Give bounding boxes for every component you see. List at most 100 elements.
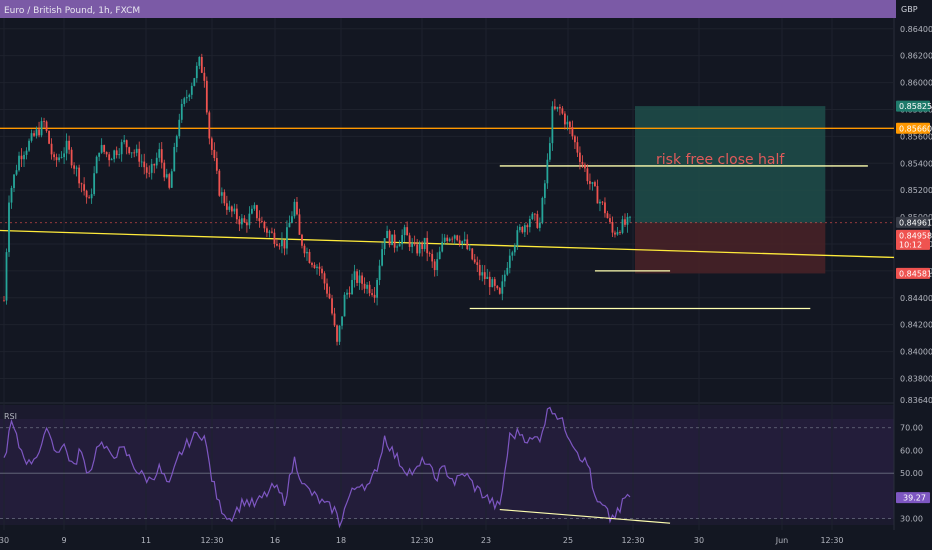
candle-body [180,103,183,120]
candle-body [624,219,626,225]
candle-body [418,243,421,254]
candle-body [491,279,494,288]
candle-body [258,218,261,222]
candle-body [396,246,399,248]
candle-body [536,214,539,228]
candle-body [511,252,514,256]
candle-body [451,238,454,240]
candle-body [476,262,479,265]
resistance-price-badge [896,122,930,134]
rsi-divergence-line[interactable] [499,508,671,524]
time-tick-label: 12:30 [200,536,223,545]
candle-body [538,222,541,228]
time-tick-label: Jun [775,536,789,545]
candle-body [448,238,451,241]
price-tick-label: 0.86000 [900,79,932,88]
candle-body [55,157,58,161]
candle-body [311,262,313,265]
candle-body [198,57,201,66]
candle-body [401,235,404,245]
annotation-risk-free[interactable]: risk free close half [656,152,785,168]
candle-body [230,206,233,212]
stop-loss-zone[interactable] [635,222,826,274]
candle-body [333,313,336,326]
candle-body [531,213,534,220]
candle-body [581,161,584,165]
candle-body [301,234,303,246]
chart-title: Euro / British Pound, 1h, FXCM [4,6,140,16]
candle-body [343,294,346,317]
candle-body [220,192,223,196]
candle-body [40,121,43,136]
candle-body [13,174,15,189]
candle-body [283,239,286,249]
time-tick-label: 30 [694,536,704,545]
candle-body [253,205,256,209]
candle-body [185,97,188,99]
position-tool[interactable] [635,106,826,274]
candle-body [165,174,168,178]
candle-body [153,164,156,166]
countdown-text: 10:12 [899,240,922,249]
candle-body [78,167,81,184]
candle-body [155,157,158,166]
candle-body [223,192,226,204]
time-tick-label: 30 [0,536,9,545]
candle-body [423,237,426,250]
last-price-b-badge [896,229,930,250]
candle-body [105,151,108,155]
candle-body [506,267,509,275]
candle-body [225,203,228,210]
candle-body [621,219,624,233]
candle-body [563,113,566,125]
candle-body [366,284,368,289]
time-tick-label: 25 [563,536,573,545]
candle-body [93,173,96,195]
time-tick-label: 16 [270,536,280,545]
candle-body [601,201,604,203]
candle-body [15,170,18,175]
currency-label: GBP [901,5,918,14]
rsi-current-text: 39.27 [903,494,926,503]
candle-body [138,148,141,162]
time-axis[interactable]: 30 9 11 12:30 16 18 12:30 23 25 12:30 30 Jun 12:30 [0,536,844,545]
price-tick-label: 0.84000 [900,348,932,357]
candle-body [626,216,629,225]
candle-body [205,80,208,113]
candle-body [551,106,554,144]
candle-body [120,142,123,155]
candle-body [503,274,506,282]
candle-body [473,259,476,263]
candle-body [143,161,146,168]
rsi-indicator [0,406,894,529]
candles [3,53,631,346]
candle-body [278,245,281,247]
take-profit-zone[interactable] [635,106,826,223]
price-tick-label: 0.83640 [900,396,932,405]
candle-body [338,325,341,342]
candle-body [358,275,361,283]
support-trendline[interactable] [0,229,895,259]
candle-body [281,239,283,247]
candle-body [58,157,60,161]
candle-body [85,190,88,198]
candle-body [173,146,176,172]
candle-body [73,165,76,169]
drawn-levels[interactable] [0,127,895,310]
last-price-b-text: 0.84958 [899,231,932,240]
header-bar [0,0,896,18]
candle-body [130,152,133,154]
candle-body [23,154,25,160]
candle-body [43,121,45,122]
candle-body [160,149,163,163]
candle-body [518,226,521,231]
candle-body [18,155,20,171]
candle-body [584,164,586,169]
candle-body [293,201,296,217]
candle-body [569,121,571,128]
candle-body [523,225,526,233]
candle-body [183,98,186,104]
candle-body [616,232,619,235]
candle-body [83,184,86,191]
